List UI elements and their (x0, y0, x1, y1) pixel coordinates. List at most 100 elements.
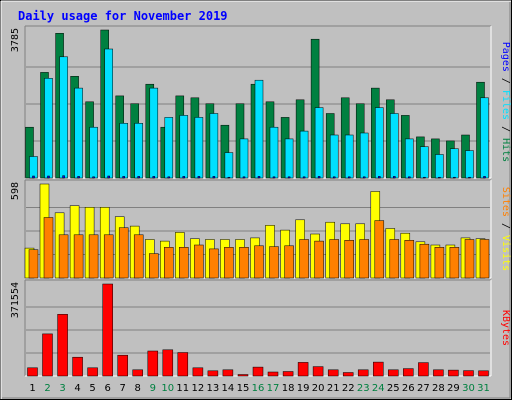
legend-kbytes: KBytes (500, 310, 511, 346)
bar-kbytes-23 (357, 369, 369, 377)
y-axis-labels: 3785 598 371554 (10, 28, 21, 318)
bar-files-17 (269, 126, 279, 179)
bar-kbytes-29 (448, 369, 459, 377)
y-max-label: 598 (10, 182, 21, 200)
bar-kbytes-11 (177, 352, 189, 377)
x-label-day-1: 1 (29, 383, 35, 394)
bar-kbytes-7 (117, 354, 128, 377)
bar-kbytes-25 (388, 369, 399, 377)
bar-pages-9 (152, 176, 156, 179)
panels (24, 25, 492, 377)
x-label-day-5: 5 (89, 383, 95, 394)
legend-separator: / (500, 120, 511, 138)
bar-pages-20 (317, 176, 321, 179)
x-label-day-7: 7 (120, 383, 126, 394)
bar-kbytes-22 (342, 372, 354, 377)
bar-sites-9 (149, 253, 159, 279)
bar-kbytes-9 (147, 350, 159, 377)
bar-files-10 (164, 117, 174, 179)
bar-files-6 (104, 48, 113, 179)
bar-sites-16 (254, 245, 264, 279)
bar-sites-1 (28, 249, 39, 279)
bar-files-13 (209, 113, 219, 179)
legend-right: Sites / Visits (500, 187, 511, 271)
x-axis-labels: 1 2 3 4 5 6 7 8 9 10 11 12 13 14 15 16 17 18 19 20 21 22 23 24 2… (29, 383, 490, 394)
bar-kbytes-16 (252, 366, 264, 377)
x-label-day-30: 30 (462, 383, 475, 394)
bar-files-18 (284, 138, 294, 179)
bar-files-30 (465, 150, 474, 179)
bar-kbytes-8 (132, 369, 143, 377)
chart-title: Daily usage for November 2019 (18, 9, 228, 23)
bar-sites-14 (224, 247, 234, 279)
bar-pages-10 (167, 176, 171, 179)
bars (24, 29, 490, 377)
bar-kbytes-4 (72, 356, 83, 377)
bar-pages-6 (107, 175, 110, 179)
bar-files-3 (59, 56, 68, 179)
bar-files-27 (420, 146, 429, 179)
bar-pages-14 (227, 176, 231, 179)
x-label-day-13: 13 (207, 383, 220, 394)
y-max-label: 371554 (10, 282, 21, 318)
x-label-day-8: 8 (135, 383, 141, 394)
bar-sites-5 (88, 234, 99, 279)
bar-kbytes-6 (102, 283, 113, 377)
bar-sites-10 (164, 247, 174, 279)
bar-sites-21 (329, 239, 339, 279)
x-label-day-22: 22 (342, 383, 355, 394)
bar-sites-19 (299, 239, 309, 279)
bar-sites-28 (434, 247, 445, 279)
y-max-label: 3785 (10, 28, 21, 52)
bar-pages-29 (453, 176, 456, 179)
bar-files-31 (480, 97, 489, 179)
bar-pages-27 (423, 176, 426, 179)
bar-pages-18 (287, 176, 291, 179)
bar-kbytes-24 (373, 361, 384, 377)
bar-files-25 (390, 113, 399, 179)
x-label-day-9: 9 (150, 383, 156, 394)
bar-pages-31 (483, 176, 486, 179)
bar-files-9 (149, 87, 159, 179)
x-label-day-20: 20 (312, 383, 325, 394)
bar-kbytes-30 (463, 370, 474, 377)
legend-visits: Visits (500, 235, 511, 271)
x-label-day-26: 26 (402, 383, 415, 394)
bar-pages-13 (212, 176, 216, 179)
panel-bg-2 (25, 280, 491, 376)
bar-pages-12 (197, 176, 201, 179)
x-label-day-3: 3 (59, 383, 65, 394)
bar-sites-7 (118, 227, 129, 279)
bar-sites-26 (404, 240, 415, 279)
x-label-day-16: 16 (252, 383, 265, 394)
bar-kbytes-26 (403, 368, 414, 377)
x-label-day-24: 24 (372, 383, 385, 394)
bar-pages-25 (393, 176, 396, 179)
legend-separator: / (500, 217, 511, 235)
bar-kbytes-18 (282, 371, 294, 377)
bar-kbytes-5 (87, 367, 98, 377)
legend-separator: / (500, 72, 511, 90)
bar-sites-2 (43, 217, 54, 279)
bar-kbytes-1 (27, 367, 38, 377)
bar-pages-5 (92, 176, 95, 179)
bar-pages-15 (242, 176, 246, 179)
bar-sites-20 (314, 240, 324, 279)
bar-pages-11 (182, 176, 186, 179)
bar-kbytes-17 (267, 371, 279, 377)
x-label-day-10: 10 (161, 383, 174, 394)
bar-files-24 (375, 107, 384, 179)
bar-pages-23 (362, 176, 366, 179)
bar-files-5 (89, 126, 98, 179)
bar-pages-2 (47, 175, 50, 179)
bar-kbytes-27 (418, 362, 429, 377)
bar-kbytes-3 (57, 314, 68, 377)
bar-sites-15 (239, 247, 249, 279)
bar-sites-18 (284, 245, 294, 279)
x-label-day-12: 12 (192, 383, 205, 394)
bar-sites-31 (479, 239, 490, 279)
bar-files-23 (359, 132, 369, 179)
bar-files-20 (314, 107, 324, 179)
bar-kbytes-2 (42, 333, 53, 377)
